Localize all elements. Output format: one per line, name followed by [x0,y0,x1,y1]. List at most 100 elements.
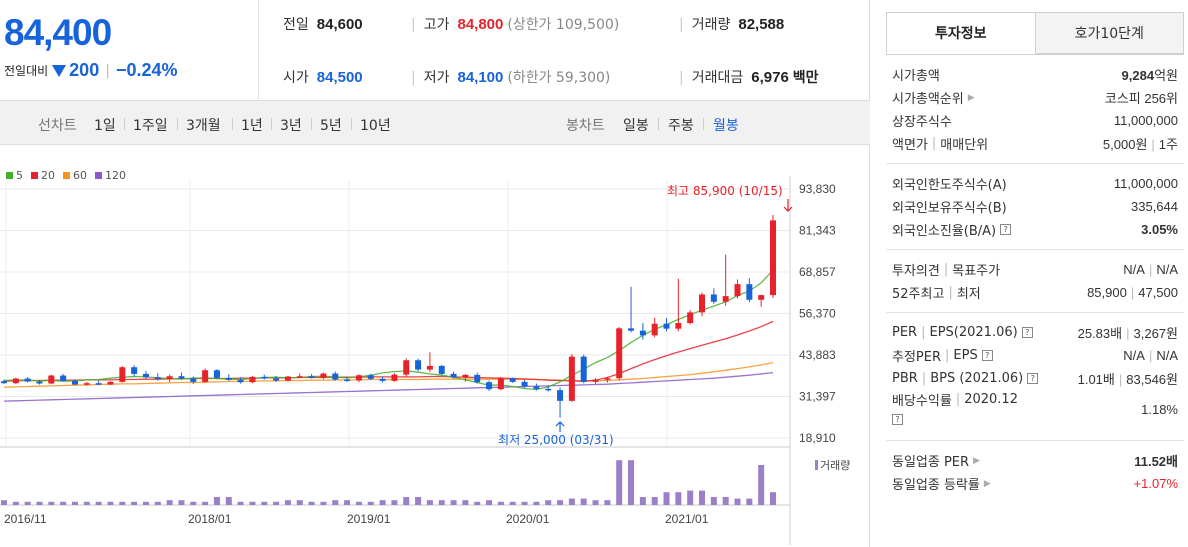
volume-bar [509,501,516,505]
line-chart-label: 선차트 [38,118,77,134]
volume-bar [131,501,138,505]
info-value: 3,267원 [1133,326,1179,341]
candle-body [746,284,753,300]
period-3y[interactable]: 3년 [280,118,302,134]
help-icon[interactable]: ? [892,414,903,425]
high-arrow-icon [783,199,793,212]
info-group-industry: 동일업종 PER ▶ 11.52배 동일업종 등락률 ▶ +1.07% [886,441,1184,503]
legend-ma5: 5 [6,169,23,182]
stat-label: 고가 [423,17,450,33]
candle-body [225,377,232,380]
candle-body [119,367,126,382]
candle-body [261,376,268,379]
volume-bar [604,500,611,505]
info-value: 1.18% [1141,402,1178,417]
info-value: 11,000,000 [1113,113,1178,128]
candle-body [770,220,776,296]
candle-body [178,376,185,379]
volume-bar [651,497,658,505]
volume-bar [36,501,43,505]
help-icon[interactable]: ? [981,350,993,361]
period-1y[interactable]: 1년 [241,118,263,134]
tab-invest-info[interactable]: 투자정보 [886,12,1036,54]
period-5y[interactable]: 5년 [320,118,342,134]
tab-order-book[interactable]: 호가10단계 [1035,12,1184,54]
candle-body [344,379,351,382]
chart-canvas[interactable]: 93,830 81,343 68,857 56,370 43,883 31,397 18,9… [0,160,870,547]
info-value: 1주 [1158,137,1178,152]
market-cap-rank-link[interactable]: 시가총액순위 ▶ [892,92,975,107]
info-label: BPS (2021.06) [930,371,1024,386]
candle-daily[interactable]: 일봉 [623,118,649,134]
info-tabs: 투자정보 호가10단계 [886,12,1184,54]
candle-body [568,356,575,401]
volume-bar [355,501,362,505]
high-annotation: 최고 85,900 (10/15) [667,184,783,198]
stat-high: | 고가 84,800 (상한가 109,500) [411,16,620,33]
period-1d[interactable]: 1일 [94,118,116,134]
stat-value: 6,976 [751,69,789,86]
candle-body [438,365,445,374]
candle-body [83,383,90,385]
help-icon[interactable]: ? [1000,224,1012,235]
volume-bar [497,501,504,505]
volume-bar [107,501,114,505]
volume-bar [426,500,433,505]
info-row: 동일업종 등락률 ▶ +1.07% [892,472,1178,495]
candle-body [367,375,374,379]
candle-body [628,328,635,331]
info-label: 외국인소진율(B/A) [892,224,997,239]
volume-bar [722,497,729,505]
y-tick-label: 56,370 [799,307,836,321]
legend-ma60: 60 [63,169,87,182]
legend-label: 60 [73,169,87,182]
stat-value: 84,800 [457,16,504,33]
candle-body [48,375,55,384]
candle-body [486,382,493,390]
price-summary: 84,400 전일대비 200 | −0.24% [0,0,259,101]
stat-volume: | 거래량 82,588 [679,16,785,33]
volume-bar [249,501,256,505]
change-label: 전일대비 [4,64,49,78]
candle-body [107,381,114,385]
help-icon[interactable]: ? [1027,373,1039,384]
low-annotation: 최저 25,000 (03/31) [498,433,614,447]
period-10y[interactable]: 10년 [360,118,391,134]
candle-body [12,378,19,384]
info-row: 외국인소진율(B/A)? 3.05% [892,218,1178,241]
candle-body [710,294,717,302]
period-3m[interactable]: 3개월 [186,118,221,134]
info-row: PBR | BPS (2021.06)? 1.01배 | 83,546원 [892,371,1178,387]
price-stats: 전일 84,600 | 고가 84,800 (상한가 109,500) | 거래… [259,0,870,101]
candle-weekly[interactable]: 주봉 [668,118,694,134]
candle-body [521,381,528,387]
candle-body [142,373,149,378]
candle-body [450,373,457,378]
info-label: EPS(2021.06) [929,325,1018,340]
moving-average-ma20 [3,320,774,382]
investment-info-panel: 투자정보 호가10단계 시가총액 9,284억원 시가총액순위 ▶ 코스피 256… [872,0,1188,547]
period-1w[interactable]: 1주일 [133,118,168,134]
info-label: 매매단위 [940,138,989,153]
info-value: N/A [1123,262,1145,277]
volume-bar [83,501,90,505]
candle-monthly[interactable]: 월봉 [713,118,739,134]
candle-body [24,378,31,382]
info-label: 52주최고 [892,287,945,302]
moving-average-ma60 [3,361,774,388]
candle-body [273,378,280,381]
candle-body [687,312,694,324]
x-tick-label: 2018/01 [188,512,232,526]
industry-per-link[interactable]: 동일업종 PER ▶ [892,455,980,470]
volume-bar [403,497,410,505]
info-label: EPS [953,348,978,363]
volume-bar [344,500,351,505]
info-value: 335,644 [1131,199,1178,214]
volume-bar [450,500,457,505]
industry-change-link[interactable]: 동일업종 등락률 ▶ [892,478,991,493]
candle-body [202,370,209,382]
volume-bar [710,497,717,505]
divider: | [105,62,110,79]
help-icon[interactable]: ? [1021,327,1033,338]
chevron-right-icon: ▶ [983,478,991,489]
